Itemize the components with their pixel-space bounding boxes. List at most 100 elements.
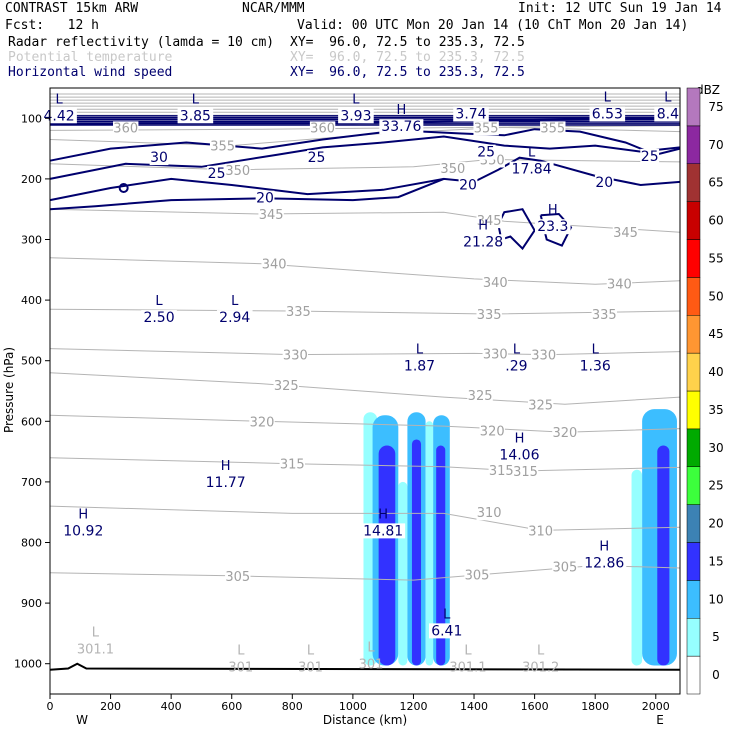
wind-extremum-value: 10.92 (63, 523, 103, 539)
theta-contour-label-bg (282, 348, 309, 363)
colorbar-label: 65 (708, 176, 723, 190)
field-xy-theta: XY= 96.0, 72.5 to 235.3, 72.5 (290, 50, 525, 65)
theta-contour-label-bg (273, 378, 299, 393)
theta-contour-label-bg (552, 560, 578, 575)
colorbar-label: 70 (708, 138, 723, 152)
theta-contour-345 (49, 208, 681, 233)
theta-contour-label: 325 (528, 398, 553, 413)
theta-contour-label-bg (591, 308, 617, 323)
x-tick-label: 2000 (642, 700, 670, 713)
wind-extremum-value-bg (453, 106, 489, 122)
reflectivity-cell (436, 445, 446, 666)
theta-contour-label-bg (476, 308, 502, 323)
y-tick-label: 800 (21, 537, 42, 550)
theta-contour-label-bg (606, 277, 633, 292)
wind-extremum-value: 8.4 (657, 106, 679, 122)
theta-contour-label: 330 (483, 347, 508, 362)
theta-extremum-value: 301.1 (449, 661, 486, 676)
theta-contour-label: 345 (477, 214, 502, 229)
y-tick-label: 500 (21, 355, 42, 368)
wind-extremum-marker: L (155, 294, 163, 309)
wind-extremum-value-bg (497, 447, 542, 463)
wind-contour-label-bg (307, 150, 326, 166)
colorbar-unit: dBZ (696, 83, 720, 97)
theta-extremum-value: 301.2 (522, 661, 559, 676)
wind-extremum-value-bg (177, 108, 214, 124)
field-xy-wind: XY= 96.0, 72.5 to 235.3, 72.5 (290, 65, 525, 80)
colorbar-swatch (686, 504, 701, 543)
wind-extremum-marker: H (221, 459, 231, 474)
wind-extremum-marker: L (416, 343, 424, 358)
wind-extremum-marker: L (231, 294, 239, 309)
valid-time: Valid: 00 UTC Mon 20 Jan 14 (10 ChT Mon … (297, 18, 689, 33)
theta-extremum-value: 301.1 (77, 643, 114, 658)
colorbar-swatch (686, 315, 701, 354)
colorbar-swatch (686, 125, 701, 164)
colorbar-swatch (686, 352, 701, 392)
colorbar-swatch (686, 163, 701, 202)
wind-contour (539, 212, 573, 247)
theta-extremum-marker: L (307, 644, 315, 659)
colorbar-swatch (686, 390, 701, 430)
theta-contour-label: 315 (280, 458, 305, 473)
wind-extremum-value: 2.94 (219, 310, 250, 326)
theta-extremum-value: 301 (359, 658, 384, 673)
wind-contour-label: 20 (459, 177, 477, 193)
theta-extremum-marker: L (92, 626, 100, 641)
theta-contour-label: 350 (440, 162, 465, 177)
wind-contour (49, 128, 681, 162)
theta-contour-label: 355 (474, 121, 499, 136)
wind-extremum-marker: L (513, 343, 521, 358)
colorbar-swatch (686, 655, 701, 695)
wind-extremum-value-bg (361, 523, 406, 539)
wind-extremum-value-bg (509, 161, 554, 177)
wind-extremum-marker: H (396, 103, 406, 118)
theta-contour-label: 335 (477, 308, 502, 323)
x-tick-label: 200 (100, 700, 121, 713)
theta-contour-label: 340 (262, 258, 287, 273)
colorbar-swatch (686, 618, 701, 657)
theta-contour-label-bg (527, 524, 554, 539)
wind-extremum-value-bg (582, 555, 627, 571)
wind-extremum-marker: H (515, 432, 525, 447)
colorbar-label: 15 (708, 554, 723, 568)
y-tick-label: 700 (21, 476, 42, 489)
theta-contour-label: 335 (286, 305, 311, 320)
reflectivity-cell (398, 481, 408, 666)
theta-contour-label: 355 (210, 140, 235, 155)
wind-contour-label: 20 (595, 175, 613, 191)
field-name-reflectivity: Radar reflectivity (lamda = 10 cm) (8, 35, 275, 50)
theta-extremum-value: 301 (228, 661, 253, 676)
theta-extremum-marker: L (237, 644, 245, 659)
theta-contour-label: 315 (489, 464, 514, 479)
colorbar-label: 5 (712, 630, 720, 644)
theta-contour-label: 310 (528, 524, 553, 539)
wind-contour-label-bg (476, 144, 496, 160)
center-label: NCAR/MMM (242, 1, 305, 16)
wind-extremum-value: 1.87 (404, 359, 435, 375)
terrain-line (49, 662, 681, 671)
wind-contour (118, 183, 129, 193)
wind-contour-label: 25 (308, 150, 326, 166)
colorbar-label: 30 (708, 441, 723, 455)
colorbar-swatch (686, 87, 701, 127)
x-tick-label: 1800 (581, 700, 609, 713)
theta-contour-label-bg (612, 226, 639, 241)
reflectivity-cell (411, 439, 422, 666)
wind-contour-label-bg (149, 150, 169, 166)
wind-extremum-value: 6.53 (592, 106, 623, 122)
theta-contour-label: 320 (552, 426, 577, 441)
theta-contour-label-bg (473, 121, 499, 136)
colorbar-swatch (686, 277, 701, 316)
wind-extremum-marker: L (55, 92, 63, 107)
theta-contour-label: 310 (477, 506, 502, 521)
wind-extremum-marker: L (604, 90, 612, 105)
theta-contour-label-bg (464, 568, 490, 583)
wind-contour-label: 20 (256, 191, 274, 207)
theta-contour-label: 340 (483, 276, 508, 291)
reflectivity-cell (631, 469, 643, 666)
theta-contour-label-bg (531, 348, 557, 363)
x-tick-label: 0 (47, 700, 54, 713)
wind-extremum-marker: H (78, 507, 88, 522)
